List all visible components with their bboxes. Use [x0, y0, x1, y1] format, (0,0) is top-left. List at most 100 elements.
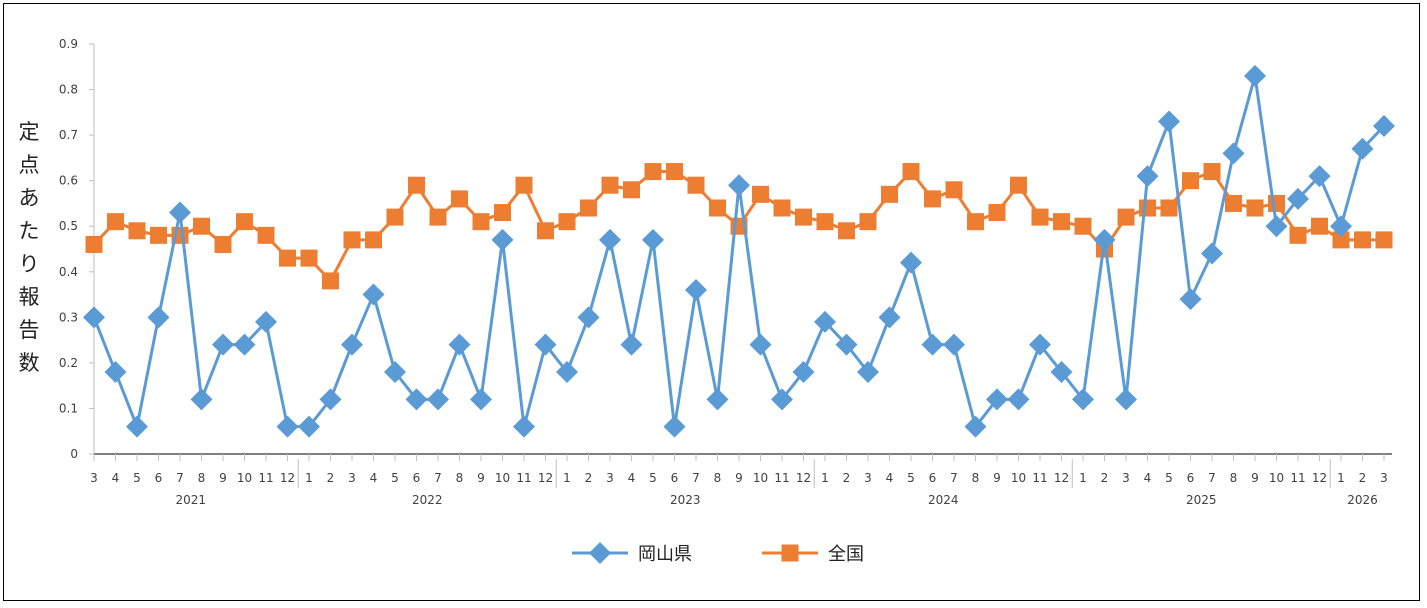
x-tick-label: 11 [1290, 471, 1305, 485]
x-tick-label: 10 [1011, 471, 1026, 485]
point-okayama [276, 415, 299, 438]
point-okayama [878, 306, 901, 329]
point-okayama [298, 415, 320, 438]
x-tick-label: 12 [796, 471, 811, 485]
y-tick-label: 0.3 [59, 310, 78, 324]
year-label: 2025 [1186, 493, 1217, 507]
point-national [451, 190, 468, 208]
x-tick-label: 1 [1337, 471, 1345, 485]
point-okayama [1287, 187, 1309, 210]
legend-label: 岡山県 [638, 544, 692, 565]
point-national [988, 204, 1006, 222]
point-okayama [1373, 115, 1395, 137]
x-tick-label: 11 [516, 471, 531, 485]
y-tick-label: 0.2 [59, 356, 78, 370]
x-tick-label: 2 [327, 471, 335, 485]
point-national [128, 222, 146, 240]
series-okayama [83, 64, 1395, 438]
point-national [429, 208, 447, 226]
point-national [214, 235, 232, 253]
point-national [945, 181, 963, 199]
x-tick-label: 3 [864, 471, 872, 485]
point-okayama [749, 333, 772, 356]
x-tick-label: 6 [155, 471, 163, 485]
point-national [107, 213, 124, 231]
point-national [1053, 213, 1070, 231]
y-axis-title-char: り [18, 252, 40, 276]
x-tick-label: 9 [993, 471, 1001, 485]
point-okayama [1179, 288, 1202, 311]
point-national [773, 199, 791, 217]
x-tick-label: 8 [714, 471, 722, 485]
point-okayama [83, 306, 105, 329]
point-okayama [620, 333, 643, 356]
point-okayama [212, 333, 234, 356]
y-tick-label: 0 [70, 447, 78, 461]
point-okayama [448, 333, 471, 356]
year-label: 2022 [412, 493, 443, 507]
point-okayama [1136, 165, 1159, 188]
point-okayama [964, 415, 987, 438]
point-okayama [1007, 388, 1030, 411]
y-tick-label: 0.5 [59, 219, 78, 233]
x-tick-label: 2 [843, 471, 851, 485]
point-okayama [556, 361, 578, 383]
point-okayama [1072, 388, 1094, 411]
x-tick-label: 7 [1208, 471, 1216, 485]
point-okayama [190, 388, 213, 411]
point-okayama [1244, 64, 1266, 87]
point-okayama [792, 361, 815, 383]
point-national [752, 185, 769, 203]
point-national [1139, 199, 1156, 217]
y-axis-title-char: 報 [18, 285, 40, 309]
point-okayama [126, 415, 148, 438]
x-tick-label: 8 [198, 471, 206, 485]
x-tick-label: 10 [753, 471, 768, 485]
y-tick-label: 0.7 [59, 128, 78, 142]
point-okayama [470, 388, 492, 411]
point-national [472, 213, 490, 231]
x-tick-label: 6 [1187, 471, 1195, 485]
point-okayama [513, 415, 535, 438]
point-national [838, 222, 855, 240]
point-national [1010, 176, 1027, 194]
y-axis-title-char: 定 [18, 120, 40, 144]
point-national [924, 190, 941, 208]
x-tick-label: 4 [628, 471, 636, 485]
point-national [1074, 217, 1092, 235]
point-national [580, 199, 597, 217]
y-tick-label: 0.1 [59, 401, 78, 415]
x-tick-label: 7 [434, 471, 442, 485]
point-national [601, 176, 619, 194]
point-okayama [384, 361, 406, 383]
point-okayama [921, 333, 944, 356]
point-national [1160, 199, 1178, 217]
x-tick-label: 6 [929, 471, 937, 485]
x-tick-label: 5 [391, 471, 399, 485]
point-okayama [1050, 361, 1073, 383]
point-okayama [1265, 215, 1288, 238]
point-okayama [491, 228, 514, 251]
point-national [1225, 194, 1242, 212]
year-label: 2021 [175, 493, 206, 507]
x-tick-label: 3 [606, 471, 614, 485]
x-tick-label: 12 [538, 471, 553, 485]
point-national [257, 226, 275, 244]
x-tick-label: 10 [1269, 471, 1284, 485]
point-okayama [1115, 388, 1137, 411]
year-label: 2024 [928, 493, 959, 507]
x-tick-label: 4 [112, 471, 120, 485]
point-national [300, 249, 318, 267]
point-okayama [857, 361, 879, 383]
x-tick-label: 8 [456, 471, 464, 485]
legend-item-okayama: 岡山県 [572, 542, 692, 565]
y-axis-title: 定点あたり報告数 [12, 116, 46, 380]
point-national [1311, 217, 1328, 235]
point-okayama [642, 228, 664, 251]
x-tick-label: 4 [1144, 471, 1152, 485]
point-okayama [104, 361, 127, 383]
point-okayama [986, 388, 1008, 411]
x-tick-label: 5 [133, 471, 141, 485]
point-national [343, 231, 361, 249]
